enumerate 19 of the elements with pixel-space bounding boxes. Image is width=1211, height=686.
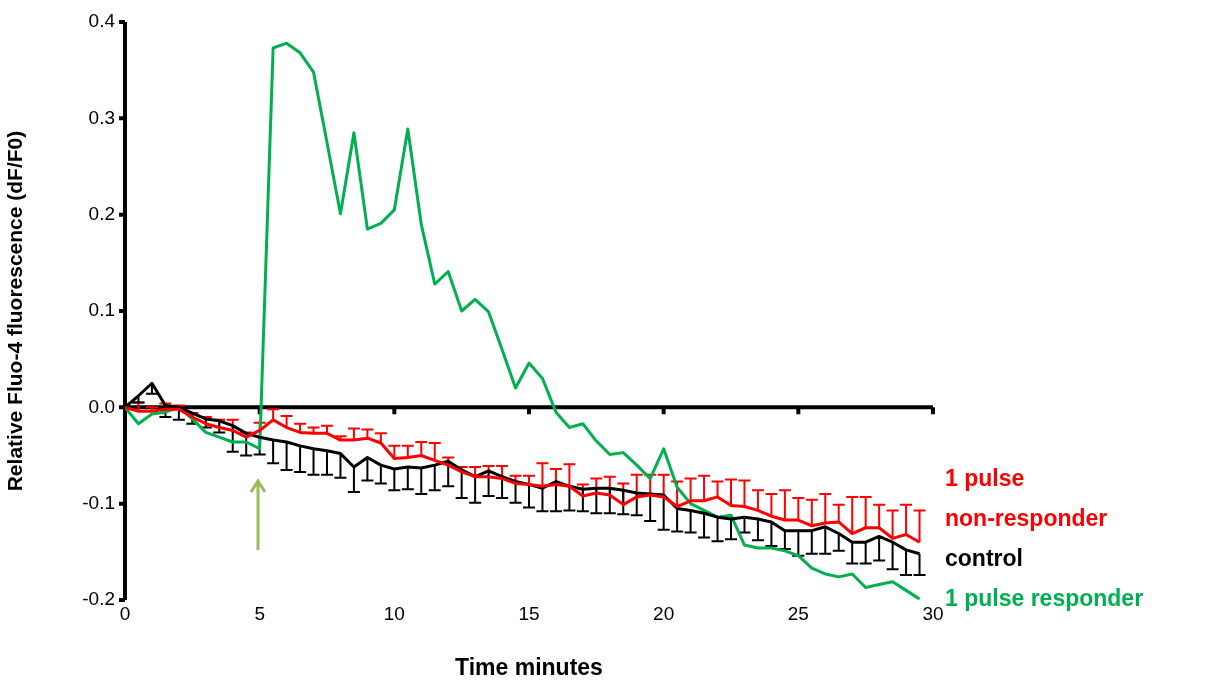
- x-tick-label: 10: [383, 602, 405, 624]
- y-tick-label: 0.1: [88, 299, 115, 321]
- x-tick-label: 30: [922, 602, 944, 624]
- x-tick-label: 15: [518, 602, 540, 624]
- series-label: 1 pulse responder: [945, 585, 1144, 612]
- y-tick-label: 0.2: [88, 202, 115, 224]
- x-tick-label: 0: [119, 602, 131, 624]
- y-tick-label: -0.1: [82, 491, 115, 513]
- x-axis-title: Time minutes: [455, 653, 603, 680]
- y-tick-label: 0.3: [88, 106, 115, 128]
- x-tick-label: 20: [653, 602, 675, 624]
- y-tick-label: -0.2: [82, 588, 115, 610]
- x-tick-label: 5: [254, 602, 265, 624]
- x-tick-label: 25: [787, 602, 809, 624]
- y-axis-title: Relative Fluo-4 fluorescence (dF/F0): [3, 130, 27, 492]
- series-label: control: [945, 545, 1023, 572]
- series-label: 1 pulse non-responder: [945, 465, 1108, 532]
- y-tick-label: 0.0: [88, 395, 115, 417]
- y-tick-label: 0.4: [88, 10, 116, 32]
